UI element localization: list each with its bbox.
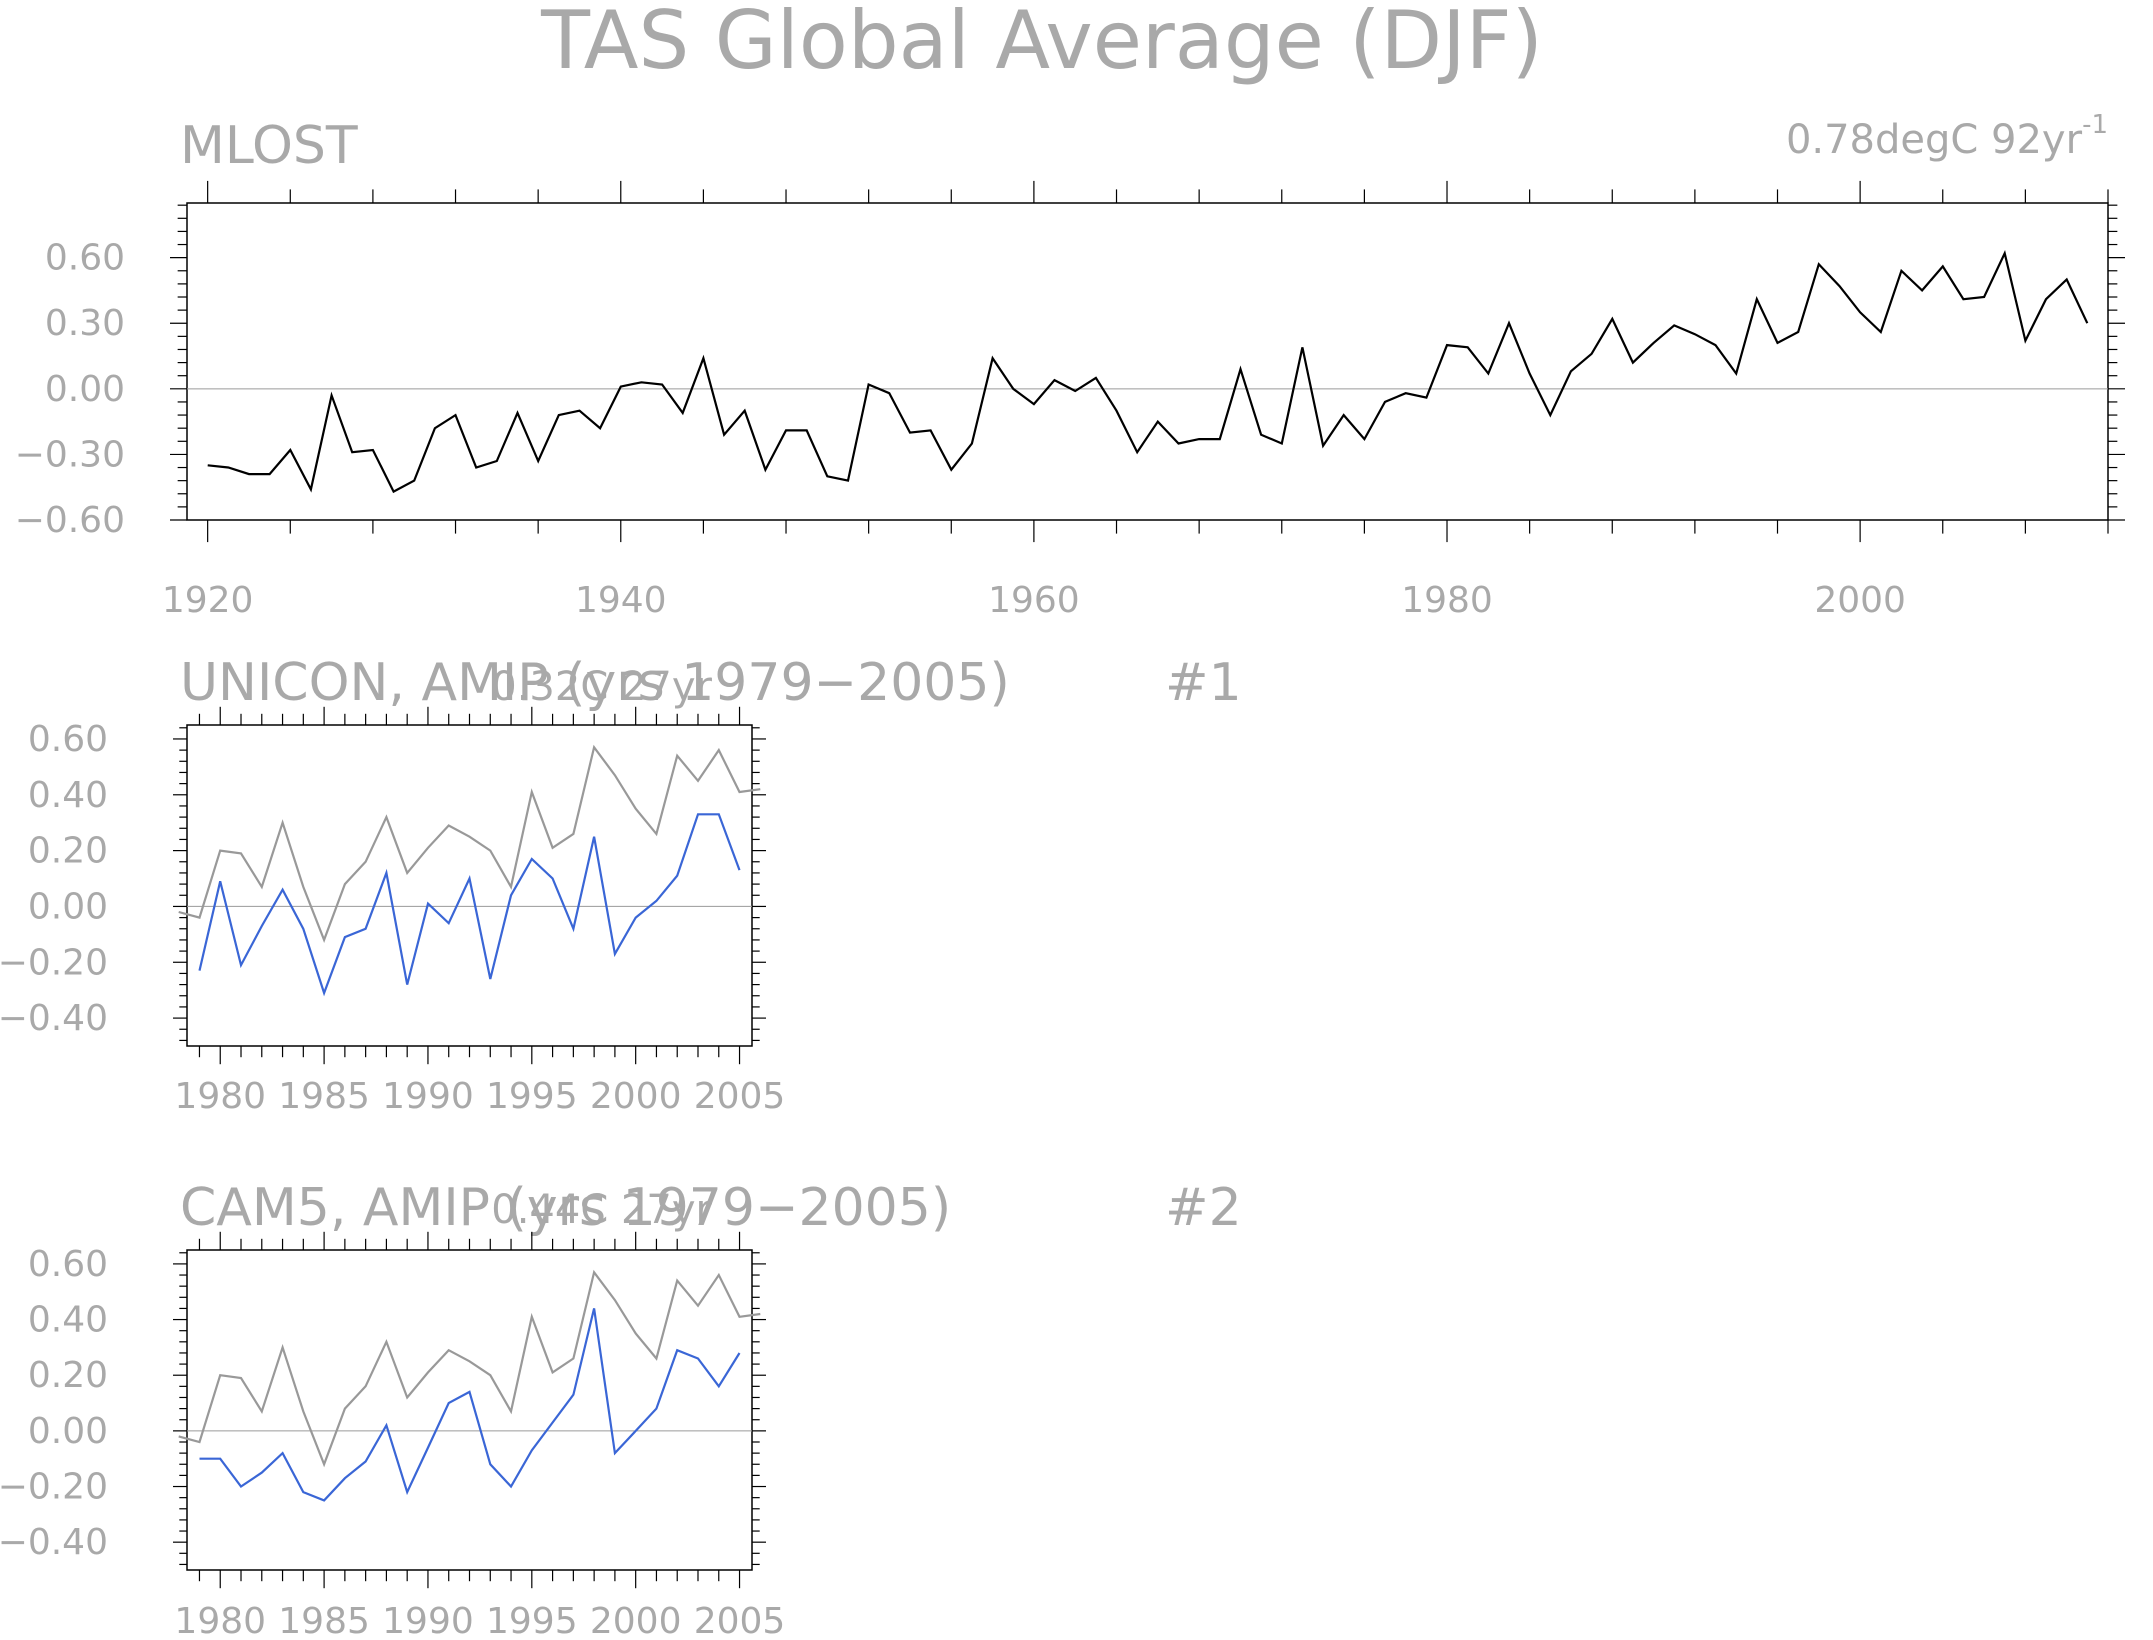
x-tick-label: 1990 <box>382 1601 474 1640</box>
panel-title: CAM5, AMIP (yrs 1979−2005) <box>180 1178 951 1238</box>
y-tick-label: 0.20 <box>28 1355 108 1396</box>
trend-label: 0.78degC 92yr-1 <box>1786 110 2108 163</box>
x-tick-label: 1920 <box>162 580 254 621</box>
panel-number: #1 <box>1165 653 1242 713</box>
x-tick-label: 2000 <box>590 1076 682 1117</box>
plot-area: 0.60 0.40 0.20 0.00 −0.20 −0.40 1980 1985 1990 19… <box>0 706 786 1117</box>
y-tick-label: −0.40 <box>0 1522 108 1563</box>
series-line-observed-overlay <box>178 1269 761 1468</box>
series-line-observed <box>207 249 2089 494</box>
chart-panel-cam5: CAM5, AMIP (yrs 1979−2005) 0.44C 27yr #2… <box>0 1178 1242 1640</box>
plot-area: 0.60 0.30 0.00 −0.30 −0.60 1920 1940 1960 1980 20… <box>15 180 2125 621</box>
trend-label: 0.32C 27yr <box>491 664 712 710</box>
panel-title: UNICON, AMIP (yrs 1979−2005) <box>180 653 1010 713</box>
y-tick-label: 0.60 <box>45 238 125 279</box>
y-tick-label: −0.30 <box>15 434 125 475</box>
x-tick-label: 1990 <box>382 1076 474 1117</box>
panel-number: #2 <box>1165 1178 1242 1238</box>
x-tick-label: 1995 <box>486 1601 578 1640</box>
x-tick-label: 2005 <box>694 1601 786 1640</box>
x-tick-label: 2005 <box>694 1076 786 1117</box>
y-tick-label: 0.60 <box>28 719 108 760</box>
y-tick-label: 0.60 <box>28 1244 108 1285</box>
panel-title: MLOST <box>180 116 358 176</box>
y-tick-label: −0.20 <box>0 1467 108 1508</box>
plot-area: 0.60 0.40 0.20 0.00 −0.20 −0.40 1980 1985 1990 19… <box>0 1231 786 1640</box>
y-tick-label: 0.00 <box>28 886 108 927</box>
plot-frame <box>186 724 753 1047</box>
y-tick-label: 0.20 <box>28 831 108 872</box>
plot-frame <box>186 1249 753 1571</box>
y-tick-label: 0.30 <box>45 303 125 344</box>
chart-panel-mlost: MLOST 0.78degC 92yr-1 0.60 0.30 0.00 −0.30 −… <box>15 110 2125 621</box>
figure-title: TAS Global Average (DJF) <box>540 0 1543 87</box>
x-tick-label: 1995 <box>486 1076 578 1117</box>
series-line-model <box>199 1308 741 1502</box>
x-tick-label: 2000 <box>1814 580 1906 621</box>
x-tick-label: 1960 <box>988 580 1080 621</box>
x-tick-label: 1980 <box>1401 580 1493 621</box>
y-tick-label: 0.00 <box>45 369 125 410</box>
series-line-model <box>198 813 741 997</box>
y-tick-label: 0.00 <box>28 1411 108 1452</box>
x-tick-label: 1940 <box>575 580 667 621</box>
x-tick-label: 1980 <box>174 1601 266 1640</box>
trend-label: 0.44C 27yr <box>491 1187 712 1233</box>
x-tick-label: 1985 <box>278 1076 370 1117</box>
series-line-observed-overlay <box>178 744 761 943</box>
y-tick-label: −0.20 <box>0 942 108 983</box>
x-tick-label: 1980 <box>174 1076 266 1117</box>
y-tick-label: −0.40 <box>0 998 108 1039</box>
plot-frame <box>186 202 2109 521</box>
x-tick-label: 1985 <box>278 1601 370 1640</box>
y-tick-label: 0.40 <box>28 1300 108 1341</box>
y-tick-label: −0.60 <box>15 500 125 541</box>
y-tick-label: 0.40 <box>28 775 108 816</box>
chart-panel-unicon: UNICON, AMIP (yrs 1979−2005) 0.32C 27yr … <box>0 653 1242 1117</box>
x-tick-label: 2000 <box>590 1601 682 1640</box>
